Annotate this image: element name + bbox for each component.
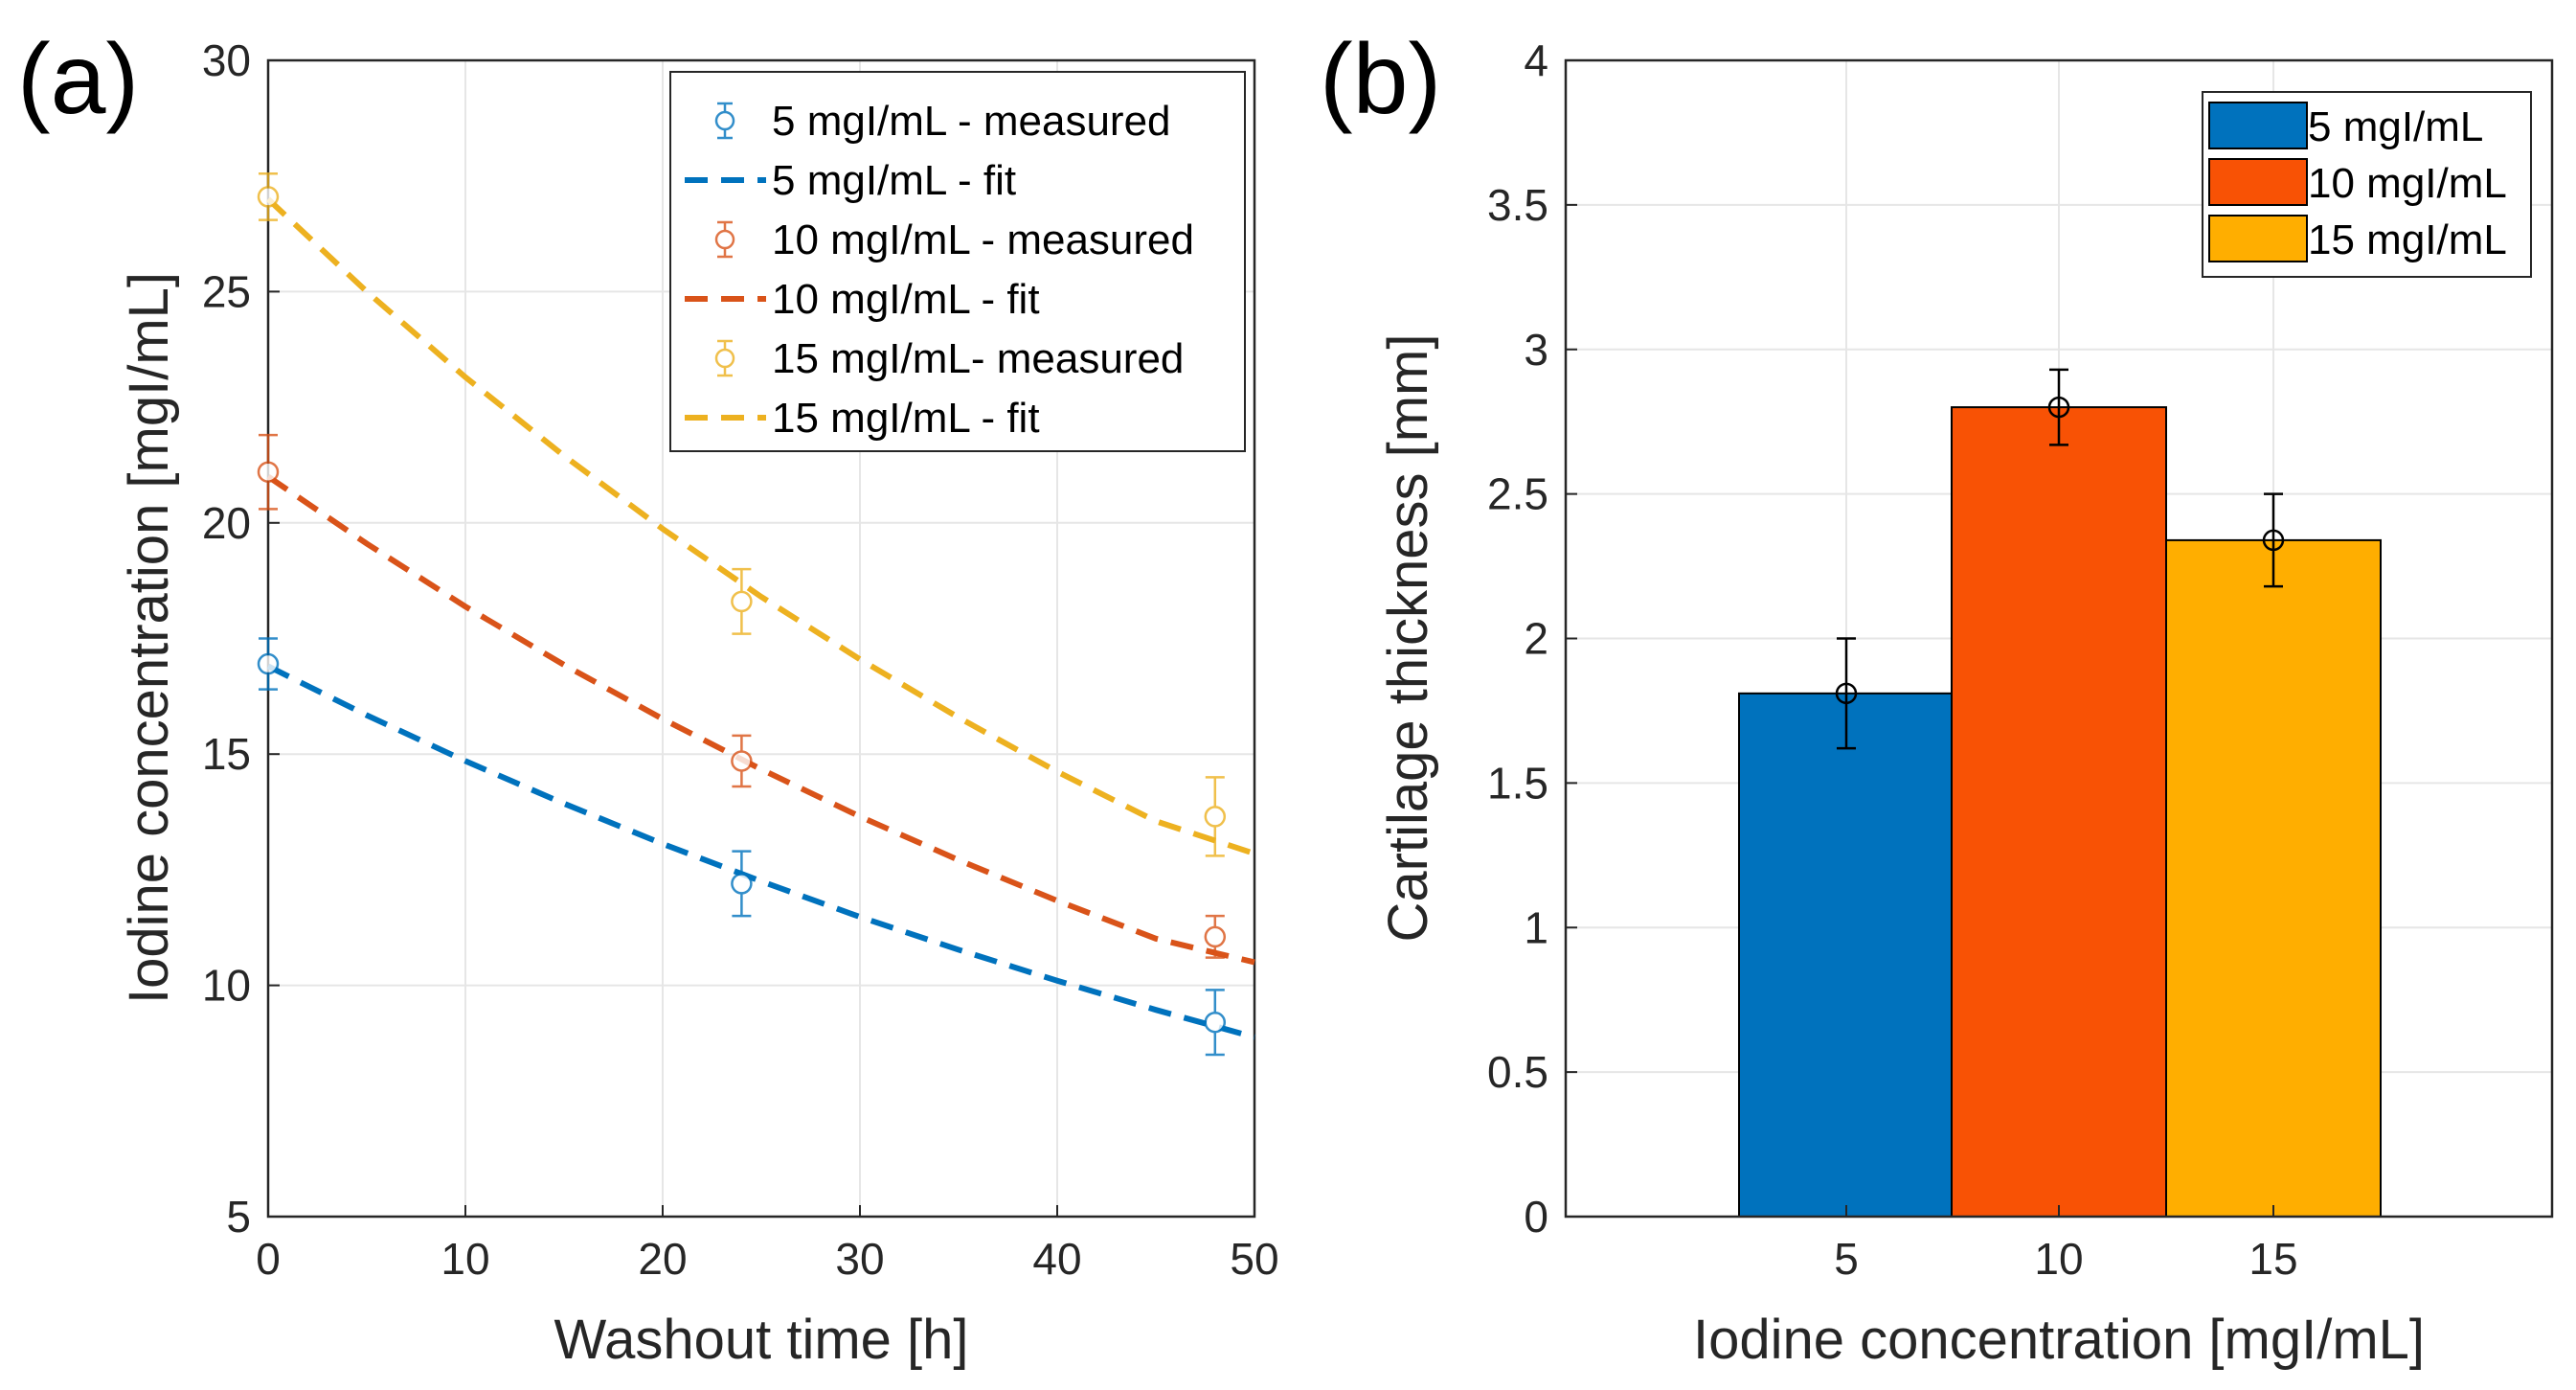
panel-a-legend-label-5: 15 mgI/mL - fit [772, 395, 1040, 442]
panel-a-marker [1204, 1011, 1227, 1034]
panel-b-legend-label-0: 5 mgI/mL [2308, 103, 2483, 150]
panel-a-x-tick-label: 10 [441, 1234, 489, 1284]
panel-a-legend-circle [714, 229, 735, 250]
panel-a-measured-point-0 [731, 850, 753, 918]
panel-b-y-tick-label: 0 [1524, 1192, 1548, 1242]
panel-a-legend-label-2: 10 mgI/mL - measured [772, 216, 1194, 263]
panel-a-measured-point-4 [1204, 776, 1227, 857]
panel-b-error-bar-15 [2262, 492, 2285, 588]
panel-b-y-tick-label: 2 [1524, 614, 1548, 664]
panel-a-y-tick-label: 25 [202, 266, 251, 316]
panel-b-y-tick-label: 1 [1524, 902, 1548, 952]
panel-a-y-tick-label: 5 [226, 1192, 251, 1242]
panel-b-bar-10 [1951, 406, 2167, 1219]
panel-a-marker [731, 873, 753, 895]
panel-b-bar-chart: (b) 0 0.5 1 1.5 2 2.5 3 3.5 4 5 10 15 Iodine concen… [1320, 24, 2554, 1371]
panel-b-y-tick-label: 3 [1524, 325, 1548, 375]
panel-b-error-bar-10 [2047, 368, 2070, 446]
panel-b-legend-swatch-0 [2208, 102, 2308, 149]
panel-b-bar-15 [2165, 538, 2382, 1218]
panel-a-measured-point-4 [731, 567, 753, 635]
panel-b-error-bar-5 [1835, 637, 1858, 750]
panel-a-legend-label-3: 10 mgI/mL - fit [772, 276, 1040, 323]
panel-a-y-axis-label: Iodine concentration [mgI/mL] [118, 272, 180, 1004]
panel-a-x-tick-label: 0 [256, 1234, 281, 1284]
panel-b-x-axis-label: Iodine concentration [mgI/mL] [1693, 1309, 2425, 1371]
panel-a-measured-point-2 [731, 734, 753, 788]
panel-a-y-tick-label: 20 [202, 498, 251, 548]
panel-b-y-tick-label: 2.5 [1487, 469, 1548, 519]
panel-a-x-tick-label: 40 [1032, 1234, 1081, 1284]
panel-a-marker [1204, 806, 1227, 828]
panel-b-legend-label-1: 10 mgI/mL [2308, 160, 2507, 207]
panel-a-marker [257, 461, 280, 483]
panel-a-legend-marker-2 [714, 220, 735, 259]
panel-a-legend-circle [714, 110, 735, 131]
panel-b-y-axis-label: Cartilage thickness [mm] [1377, 334, 1439, 943]
panel-a-y-tick-label: 10 [202, 961, 251, 1011]
panel-a-measured-point-2 [1204, 914, 1227, 959]
panel-a-legend-box [669, 71, 1246, 452]
panel-a-series [257, 172, 1255, 1057]
panel-b-x-tick-label: 5 [1834, 1234, 1859, 1284]
panel-b-bar-5 [1738, 692, 1955, 1218]
panel-b-legend: 5 mgI/mL 10 mgI/mL 15 mgI/mL [2202, 91, 2532, 278]
panel-a-fit-line-5 [265, 196, 1255, 856]
panel-b-x-tick-label: 15 [2248, 1234, 2297, 1284]
panel-b-legend-label-2: 15 mgI/mL [2308, 216, 2507, 263]
panel-a-label: (a) [17, 24, 139, 135]
panel-b-y-tick-label: 0.5 [1487, 1047, 1548, 1097]
panel-b-y-tick-label: 1.5 [1487, 758, 1548, 808]
panel-a-fit-line-1 [266, 663, 1255, 1040]
panel-a-x-tick-label: 20 [638, 1234, 687, 1284]
panel-a-x-tick-label: 30 [835, 1234, 884, 1284]
panel-a-legend-circle [714, 348, 735, 369]
panel-b-legend-swatch-2 [2208, 215, 2308, 262]
panel-a-legend-label-1: 5 mgI/mL - fit [772, 157, 1016, 204]
panel-b-y-tick-label: 3.5 [1487, 180, 1548, 230]
panel-a-marker [257, 652, 280, 675]
panel-a-line-chart: (a) 0 10 20 30 40 50 5 10 15 20 25 30 Washout time … [17, 24, 1279, 1371]
panel-a-x-axis-label: Washout time [h] [554, 1309, 968, 1371]
panel-b-legend-swatch-1 [2208, 158, 2308, 206]
panel-b-y-tick-label: 4 [1524, 35, 1548, 85]
panel-a-y-tick-label: 15 [202, 729, 251, 779]
panel-a-ticks: 0 10 20 30 40 50 5 10 15 20 25 30 [202, 35, 1279, 1284]
panel-b-ticks: 0 0.5 1 1.5 2 2.5 3 3.5 4 5 10 15 [1487, 35, 2298, 1284]
panel-a-marker [1204, 925, 1227, 948]
panel-a-fit-line-3 [266, 474, 1255, 966]
panel-a-marker [731, 590, 753, 613]
panel-a-measured-point-4 [257, 172, 280, 221]
panel-b-label: (b) [1320, 24, 1441, 135]
panel-a-legend: 5 mgI/mL - measured 5 mgI/mL - fit 10 mgI/… [669, 71, 1246, 452]
panel-a-marker [257, 186, 280, 208]
panel-b-mean-marker [2047, 396, 2070, 419]
panel-a-x-tick-label: 50 [1230, 1234, 1278, 1284]
panel-a-marker [731, 750, 753, 772]
panel-b-bars [1738, 368, 2382, 1219]
panel-a-legend-marker-0 [714, 102, 735, 140]
panel-a-legend-marker-4 [714, 339, 735, 377]
panel-a-y-tick-label: 30 [202, 35, 251, 85]
panel-b-mean-marker [2262, 529, 2285, 552]
panel-b-x-tick-label: 10 [2034, 1234, 2083, 1284]
panel-a-measured-point-0 [257, 637, 280, 691]
panel-a-measured-point-2 [257, 433, 280, 511]
panel-b-mean-marker [1835, 682, 1858, 705]
panel-a-legend-label-0: 5 mgI/mL - measured [772, 98, 1171, 145]
panel-a-measured-point-0 [1204, 989, 1227, 1057]
panel-a-legend-label-4: 15 mgI/mL- measured [772, 335, 1184, 382]
